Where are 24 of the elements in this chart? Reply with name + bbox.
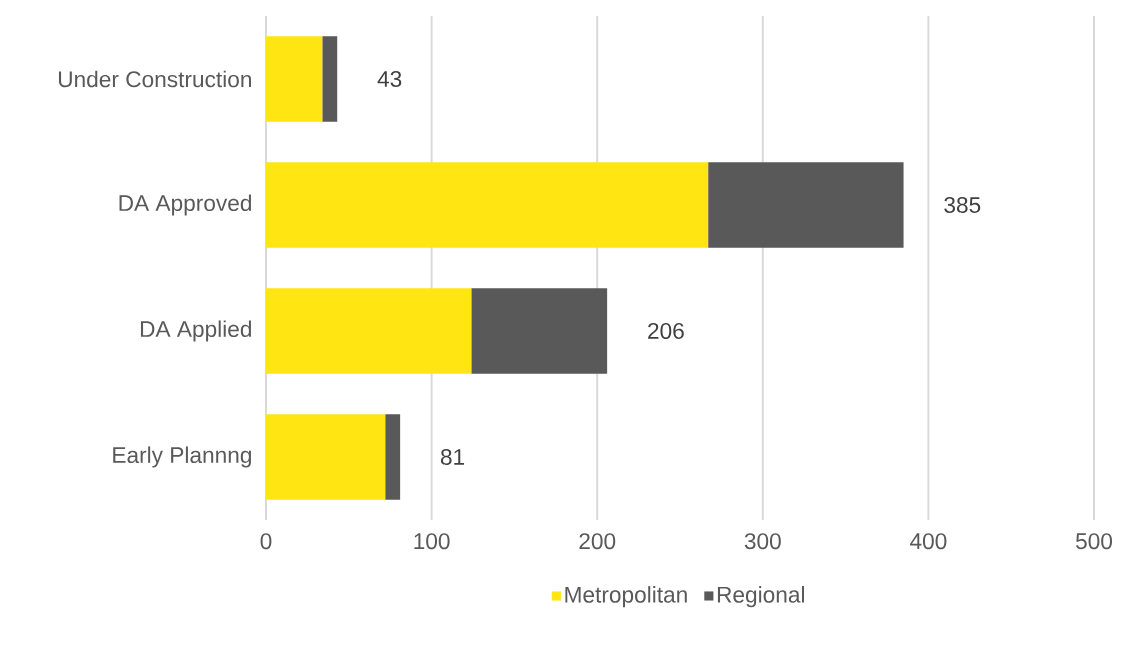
bar: [266, 288, 472, 374]
bar: [708, 162, 904, 248]
x-tick-label: 500: [1075, 533, 1113, 550]
total-label: 43: [377, 70, 402, 88]
legend-label: Metropolitan: [565, 586, 687, 608]
bar: [471, 288, 608, 374]
legend-label: Regional: [717, 586, 804, 608]
total-label: 206: [648, 322, 684, 340]
total-label: 385: [944, 196, 981, 214]
bar: [385, 414, 401, 500]
total-label: 81: [440, 448, 465, 466]
bar: [266, 36, 323, 122]
bar: [266, 162, 709, 248]
x-tick-label: 400: [910, 533, 947, 550]
x-tick-label: 0: [260, 533, 272, 550]
x-tick-label: 200: [579, 533, 616, 550]
y-tick-label: DA Approved: [119, 194, 251, 216]
y-tick-label: DA Applied: [140, 320, 251, 342]
bar: [266, 414, 386, 500]
y-tick-label: Under Construction: [58, 70, 251, 88]
x-tick-label: 300: [744, 533, 781, 550]
x-tick-label: 100: [414, 533, 450, 550]
y-tick-label: Early Plannng: [113, 446, 251, 468]
bar: [322, 36, 338, 122]
